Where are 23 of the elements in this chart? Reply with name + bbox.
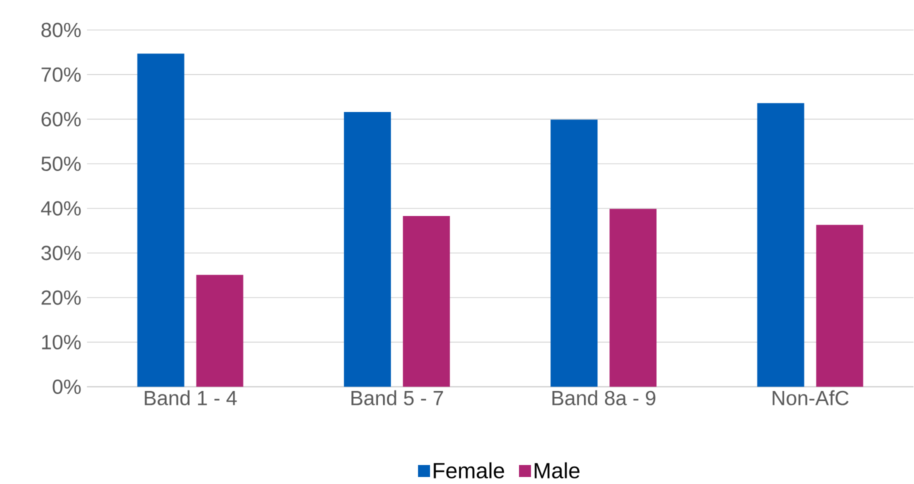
x-tick-label: Band 8a - 9 [552,390,656,406]
y-tick-label: 80% [41,22,81,38]
y-tick-label: 0% [52,380,81,394]
bar [610,208,657,387]
y-tick-label: 60% [42,112,81,127]
bar [757,103,804,387]
x-tick-label: Band 1 - 4 [144,390,237,406]
legend-label: Female [434,462,504,479]
bar [402,216,450,387]
y-tick-label: 30% [41,246,81,260]
y-tick-label: 50% [41,156,81,172]
x-tick-label: Band 5 - 7 [351,390,443,406]
bar [196,274,244,387]
y-tick-label: 70% [42,67,81,82]
bar [137,54,184,387]
y-tick-label: 40% [41,201,81,216]
bar [816,225,864,387]
y-tick-label: 10% [42,335,81,350]
bar [344,112,391,387]
legend-label: Male [534,462,580,479]
y-tick-label: 20% [42,290,81,305]
bar [550,120,598,387]
x-tick-label: Non-AfC [772,390,849,406]
